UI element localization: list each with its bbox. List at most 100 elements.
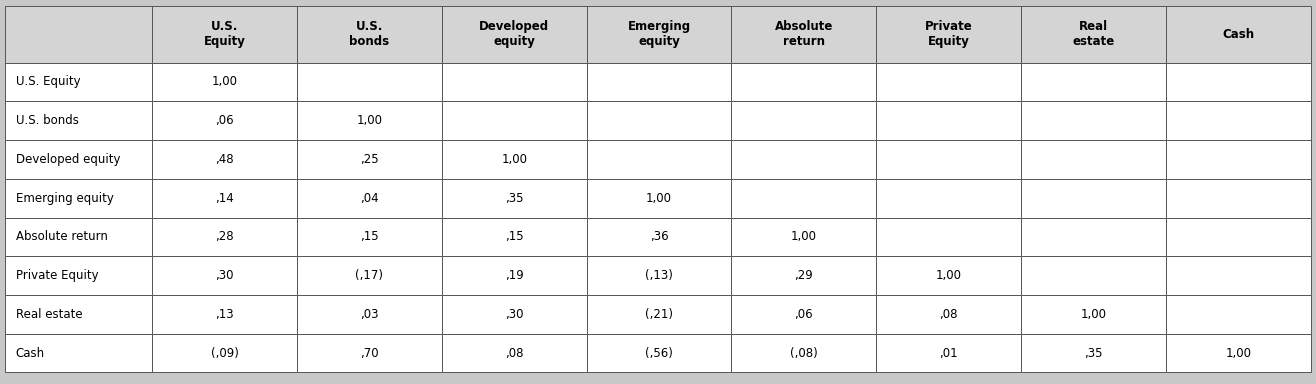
Bar	[442, 179, 587, 218]
Bar	[442, 140, 587, 179]
Bar	[732, 179, 876, 218]
Bar	[5, 295, 153, 334]
Bar	[732, 140, 876, 179]
Bar	[297, 101, 442, 140]
Text: ,25: ,25	[361, 153, 379, 166]
Bar	[1021, 179, 1166, 218]
Text: ,08: ,08	[940, 308, 958, 321]
Text: (,13): (,13)	[645, 269, 672, 282]
Text: (,56): (,56)	[645, 347, 672, 359]
Text: Developed
equity: Developed equity	[479, 20, 549, 48]
Text: (,08): (,08)	[790, 347, 817, 359]
Bar	[587, 256, 732, 295]
Bar	[732, 256, 876, 295]
Text: ,29: ,29	[795, 269, 813, 282]
Bar	[587, 101, 732, 140]
Text: ,06: ,06	[795, 308, 813, 321]
Text: ,03: ,03	[361, 308, 379, 321]
Bar	[876, 101, 1021, 140]
Bar	[876, 140, 1021, 179]
Bar	[587, 179, 732, 218]
Text: ,15: ,15	[505, 230, 524, 243]
Text: ,28: ,28	[216, 230, 234, 243]
Bar	[732, 101, 876, 140]
Bar	[1166, 101, 1311, 140]
Bar	[1021, 256, 1166, 295]
Bar	[5, 256, 153, 295]
Text: Absolute
return: Absolute return	[775, 20, 833, 48]
Bar	[876, 63, 1021, 101]
Bar	[297, 295, 442, 334]
Bar	[442, 334, 587, 372]
Text: ,70: ,70	[361, 347, 379, 359]
Bar	[442, 63, 587, 101]
Bar	[587, 6, 732, 63]
Text: ,35: ,35	[505, 192, 524, 205]
Bar	[5, 179, 153, 218]
Bar	[1166, 140, 1311, 179]
Bar	[297, 334, 442, 372]
Bar	[876, 6, 1021, 63]
Bar	[1021, 295, 1166, 334]
Bar	[1021, 63, 1166, 101]
Bar	[297, 63, 442, 101]
Bar	[5, 140, 153, 179]
Text: Emerging equity: Emerging equity	[16, 192, 113, 205]
Bar	[153, 101, 297, 140]
Text: U.S.
Equity: U.S. Equity	[204, 20, 246, 48]
Text: ,13: ,13	[216, 308, 234, 321]
Text: 1,00: 1,00	[357, 114, 383, 127]
Text: Cash: Cash	[16, 347, 45, 359]
Bar	[5, 63, 153, 101]
Text: U.S. Equity: U.S. Equity	[16, 76, 80, 88]
Text: 1,00: 1,00	[1225, 347, 1252, 359]
Bar	[442, 6, 587, 63]
Text: ,15: ,15	[361, 230, 379, 243]
Text: ,30: ,30	[216, 269, 234, 282]
Bar	[1166, 295, 1311, 334]
Text: ,08: ,08	[505, 347, 524, 359]
Text: ,35: ,35	[1084, 347, 1103, 359]
Bar	[442, 218, 587, 256]
Bar	[153, 140, 297, 179]
Bar	[153, 179, 297, 218]
Bar	[297, 256, 442, 295]
Bar	[153, 295, 297, 334]
Text: ,01: ,01	[940, 347, 958, 359]
Bar	[876, 179, 1021, 218]
Text: Real estate: Real estate	[16, 308, 83, 321]
Bar	[732, 218, 876, 256]
Bar	[1021, 334, 1166, 372]
Bar	[5, 334, 153, 372]
Text: ,06: ,06	[216, 114, 234, 127]
Text: 1,00: 1,00	[501, 153, 528, 166]
Bar	[1021, 6, 1166, 63]
Bar	[1166, 218, 1311, 256]
Bar	[732, 6, 876, 63]
Text: ,19: ,19	[505, 269, 524, 282]
Bar	[876, 334, 1021, 372]
Bar	[1021, 140, 1166, 179]
Bar	[876, 295, 1021, 334]
Bar	[297, 218, 442, 256]
Text: Cash: Cash	[1223, 28, 1254, 41]
Bar	[153, 334, 297, 372]
Text: ,30: ,30	[505, 308, 524, 321]
Text: 1,00: 1,00	[791, 230, 817, 243]
Text: ,04: ,04	[361, 192, 379, 205]
Text: Private Equity: Private Equity	[16, 269, 99, 282]
Text: Absolute return: Absolute return	[16, 230, 108, 243]
Bar	[587, 218, 732, 256]
Bar	[153, 63, 297, 101]
Bar	[5, 218, 153, 256]
Text: ,48: ,48	[216, 153, 234, 166]
Bar	[587, 140, 732, 179]
Bar	[587, 295, 732, 334]
Text: Real
estate: Real estate	[1073, 20, 1115, 48]
Bar	[1021, 101, 1166, 140]
Bar	[5, 6, 153, 63]
Bar	[297, 179, 442, 218]
Bar	[1166, 179, 1311, 218]
Bar	[732, 63, 876, 101]
Text: Emerging
equity: Emerging equity	[628, 20, 691, 48]
